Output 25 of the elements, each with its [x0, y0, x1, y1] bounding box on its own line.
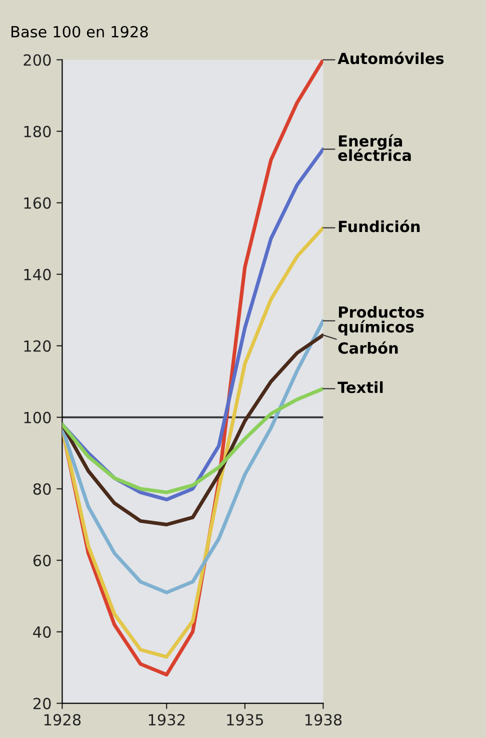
y-tick-label: 40 — [33, 626, 51, 638]
series-label: Carbón — [338, 341, 398, 354]
x-tick-label: 1938 — [305, 714, 342, 726]
y-tick-label: 160 — [24, 197, 51, 209]
series-label: Automóviles — [338, 52, 444, 64]
line-series — [62, 226, 324, 659]
y-tick-label: 20 — [33, 698, 51, 710]
x-tick-label: 1932 — [148, 714, 185, 726]
line-series — [62, 318, 324, 594]
line-series — [62, 386, 324, 494]
y-tick-label: 100 — [24, 412, 51, 424]
x-tick-label: 1935 — [227, 714, 263, 726]
line-series — [62, 333, 324, 526]
y-axis-title: Base 100 en 1928 — [12, 26, 148, 38]
series-label: Energía eléctrica — [338, 134, 411, 162]
y-tick-label: 60 — [33, 554, 51, 566]
series-label: Productos químicos — [338, 306, 424, 336]
y-tick-label: 200 — [24, 54, 51, 66]
y-tick-label: 180 — [24, 126, 51, 138]
series-label: Textil — [338, 381, 383, 394]
y-tick-label: 140 — [24, 268, 51, 280]
series-label: Fundición — [338, 220, 420, 232]
y-tick-label: 120 — [24, 340, 51, 352]
x-tick-label: 1928 — [44, 714, 81, 726]
y-tick-label: 80 — [33, 483, 51, 495]
